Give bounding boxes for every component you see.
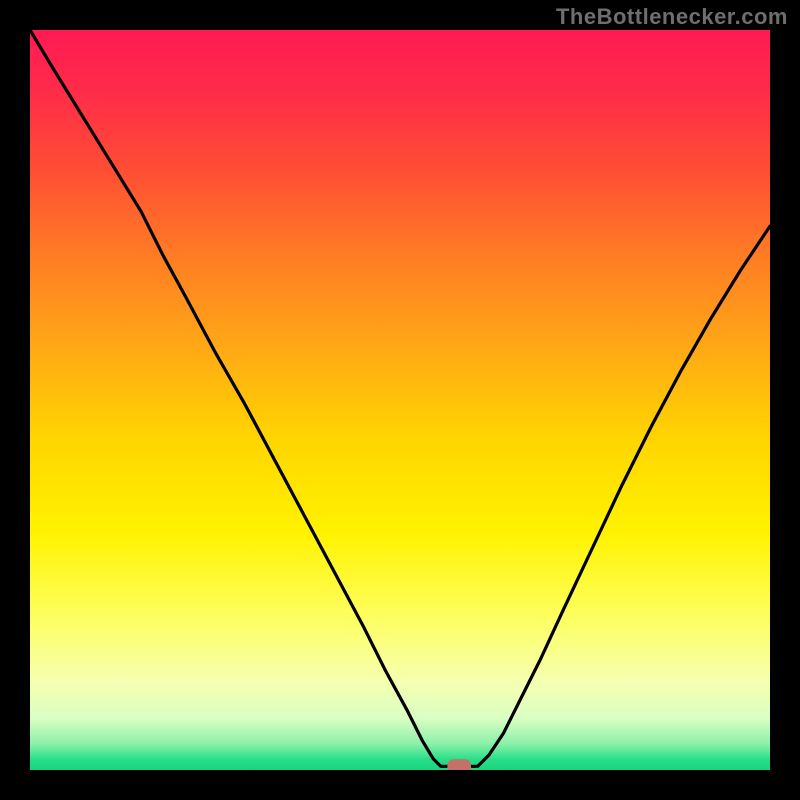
plot-svg [30,30,770,770]
chart-canvas: TheBottlenecker.com [0,0,800,800]
plot-area [30,30,770,770]
gradient-fill [30,30,770,770]
watermark-text: TheBottlenecker.com [556,4,788,30]
min-marker [447,759,471,770]
